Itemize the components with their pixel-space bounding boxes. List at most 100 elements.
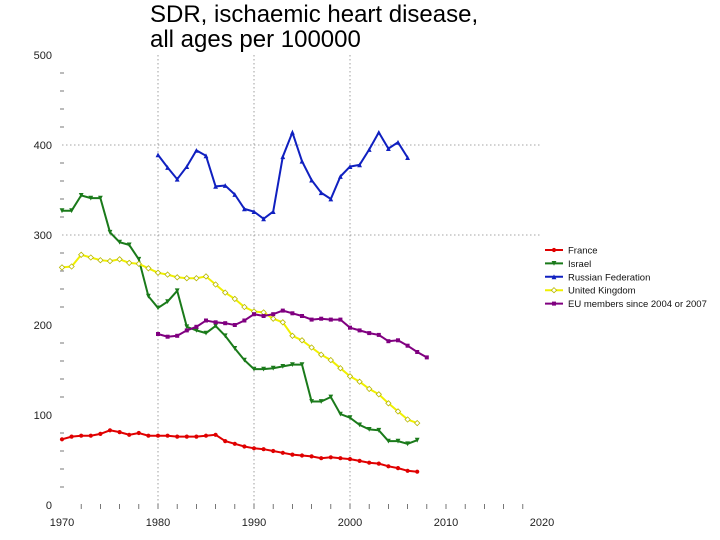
data-point <box>309 317 314 322</box>
data-point <box>251 366 257 372</box>
data-point <box>299 158 305 164</box>
data-point <box>194 328 199 333</box>
data-point <box>69 434 74 439</box>
data-point <box>203 433 209 438</box>
data-point <box>318 399 324 404</box>
data-point <box>194 148 199 153</box>
data-point <box>386 464 391 469</box>
data-point <box>328 455 333 460</box>
data-point <box>395 438 401 444</box>
data-point <box>318 190 324 196</box>
data-point <box>154 269 162 276</box>
data-point <box>252 312 256 317</box>
data-point <box>424 355 429 360</box>
data-point <box>242 318 247 323</box>
data-point <box>376 130 382 135</box>
data-point <box>338 456 343 461</box>
data-point <box>155 152 161 158</box>
data-point <box>376 461 381 466</box>
data-point <box>551 274 557 280</box>
series-line <box>61 429 418 473</box>
x-tick-label: 1970 <box>50 517 74 529</box>
series-eu-members-since-2004-or-2007 <box>156 308 429 360</box>
data-point <box>271 312 276 317</box>
data-point <box>347 415 353 421</box>
data-point <box>184 324 190 330</box>
data-point <box>395 466 401 471</box>
data-point <box>290 130 295 135</box>
data-point <box>405 343 410 348</box>
data-point <box>405 468 410 473</box>
data-point <box>552 301 556 306</box>
data-point <box>116 256 123 263</box>
data-point <box>203 153 209 159</box>
legend-entry: EU members since 2004 or 2007 <box>545 299 707 310</box>
x-tick-label: 1980 <box>146 517 170 529</box>
data-point <box>58 264 66 271</box>
data-point <box>318 351 325 358</box>
data-point <box>117 430 122 435</box>
data-point <box>155 433 161 438</box>
chart-title: SDR, ischaemic heart disease, all ages p… <box>150 2 478 52</box>
data-point <box>156 332 160 336</box>
legend-entry: Israel <box>545 259 591 270</box>
legend-entry: United Kingdom <box>545 286 636 297</box>
data-point <box>270 209 276 214</box>
data-point <box>338 411 343 417</box>
data-point <box>396 338 400 343</box>
data-point <box>327 356 334 364</box>
data-point <box>98 431 103 436</box>
data-point <box>261 216 266 222</box>
data-point <box>357 422 362 428</box>
data-point <box>309 399 314 404</box>
data-point <box>386 438 391 444</box>
data-point <box>242 206 247 212</box>
data-point <box>261 366 266 372</box>
data-point <box>193 275 200 282</box>
data-point <box>174 176 180 182</box>
data-point <box>366 385 373 393</box>
data-point <box>222 289 229 296</box>
data-point <box>165 334 170 339</box>
y-tick-label: 100 <box>34 410 52 422</box>
data-point <box>300 314 304 318</box>
data-point <box>213 320 218 325</box>
data-point <box>280 154 286 160</box>
y-tick-label: 0 <box>46 500 52 512</box>
data-point <box>241 303 248 311</box>
data-point <box>338 174 343 179</box>
data-point <box>231 295 238 303</box>
data-point <box>97 257 104 264</box>
data-point <box>107 428 113 433</box>
data-point <box>415 469 420 474</box>
data-point <box>357 458 362 463</box>
legend-label: Russian Federation <box>568 272 650 283</box>
series-israel <box>59 193 420 447</box>
data-point <box>68 263 75 270</box>
data-point <box>414 419 421 427</box>
data-point <box>279 319 286 326</box>
data-point <box>405 441 410 447</box>
data-point <box>308 344 315 351</box>
data-point <box>280 364 286 369</box>
data-point <box>127 432 132 437</box>
data-point <box>194 434 199 439</box>
x-tick-label: 1990 <box>242 517 266 529</box>
chart-title-line-1: SDR, ischaemic heart disease, <box>150 1 479 28</box>
data-point <box>550 287 558 294</box>
legend: France Israel Russian Federation United Kin… <box>545 246 707 310</box>
data-point <box>280 450 285 455</box>
data-point <box>232 323 237 327</box>
data-point <box>271 448 276 454</box>
x-tick-label: 2000 <box>338 517 362 529</box>
x-tick-label: 2020 <box>530 517 554 529</box>
data-point <box>261 447 266 452</box>
data-point <box>414 437 420 443</box>
series-line <box>61 253 418 425</box>
data-point <box>347 457 353 462</box>
data-point <box>348 325 352 330</box>
data-point <box>366 427 372 432</box>
legend-entry: Russian Federation <box>545 272 650 283</box>
data-point <box>337 365 344 372</box>
data-point <box>204 318 208 323</box>
